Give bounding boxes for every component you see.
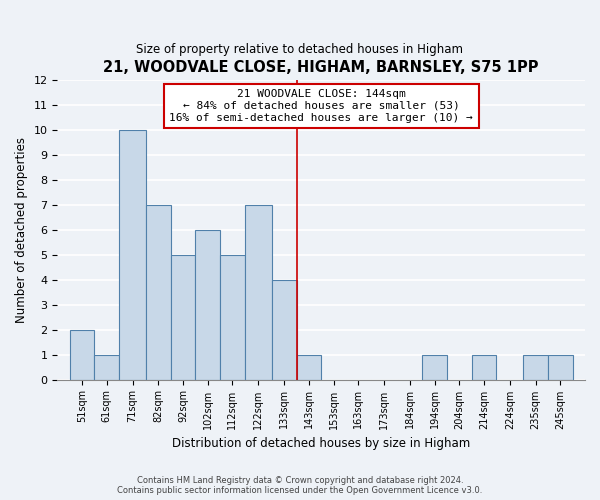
Bar (119, 130, 146, 380)
Bar (196, 230, 220, 380)
X-axis label: Distribution of detached houses by size in Higham: Distribution of detached houses by size … (172, 437, 470, 450)
Bar (296, 354, 321, 380)
Text: 21 WOODVALE CLOSE: 144sqm
← 84% of detached houses are smaller (53)
16% of semi-: 21 WOODVALE CLOSE: 144sqm ← 84% of detac… (169, 90, 473, 122)
Bar (472, 354, 496, 380)
Bar (146, 205, 171, 380)
Text: Contains HM Land Registry data © Crown copyright and database right 2024.
Contai: Contains HM Land Registry data © Crown c… (118, 476, 482, 495)
Bar (272, 280, 296, 380)
Bar (523, 354, 548, 380)
Bar (245, 205, 272, 380)
Bar (94, 354, 119, 380)
Bar (70, 330, 94, 380)
Bar (422, 354, 447, 380)
Bar (548, 354, 572, 380)
Title: 21, WOODVALE CLOSE, HIGHAM, BARNSLEY, S75 1PP: 21, WOODVALE CLOSE, HIGHAM, BARNSLEY, S7… (103, 60, 539, 75)
Text: Size of property relative to detached houses in Higham: Size of property relative to detached ho… (137, 42, 464, 56)
Y-axis label: Number of detached properties: Number of detached properties (15, 137, 28, 323)
Bar (171, 255, 196, 380)
Bar (220, 255, 245, 380)
